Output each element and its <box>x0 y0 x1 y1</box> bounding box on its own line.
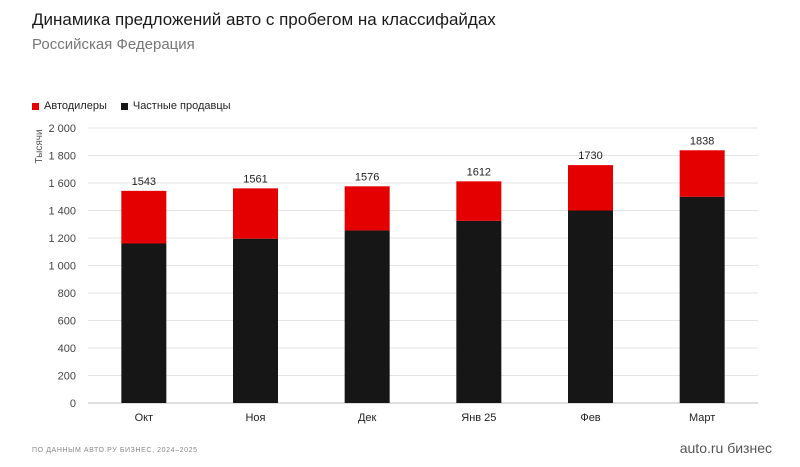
x-tick-label: Дек <box>358 412 377 424</box>
legend-swatch-dealers <box>32 102 39 110</box>
x-tick-label: Ноя <box>245 412 265 424</box>
x-tick-label: Янв 25 <box>461 412 496 424</box>
bar-dealers <box>344 186 390 231</box>
bar-dealers <box>568 165 613 211</box>
y-tick-label: 1 600 <box>48 178 76 190</box>
chart-title: Динамика предложений авто с пробегом на … <box>32 10 496 29</box>
bar-private <box>456 220 502 403</box>
y-tick-label: 1 400 <box>48 206 76 218</box>
legend: Автодилеры Частные продавцы <box>32 100 231 112</box>
y-tick-label: 200 <box>58 371 76 383</box>
bar-private <box>344 230 390 403</box>
y-tick-label: 800 <box>58 288 76 300</box>
bar-dealers <box>456 181 502 221</box>
y-tick-label: 600 <box>58 316 76 328</box>
y-tick-label: 1 000 <box>48 261 76 273</box>
source-note: ПО ДАННЫМ АВТО.РУ БИЗНЕС, 2024–2025 <box>32 447 198 454</box>
bar-private <box>233 238 278 403</box>
bar-dealers <box>233 188 278 239</box>
total-data-label: 1543 <box>132 176 156 188</box>
chart-subtitle: Российская Федерация <box>32 36 195 53</box>
legend-swatch-private <box>120 102 128 110</box>
bar-dealers <box>679 150 725 197</box>
total-data-label: 1612 <box>467 166 491 178</box>
total-data-label: 1730 <box>578 150 602 162</box>
y-tick-label: 2 000 <box>48 123 76 135</box>
x-tick-label: Март <box>689 412 715 424</box>
y-tick-label: 1 800 <box>48 151 76 163</box>
y-axis-label: Тысячи <box>34 129 45 163</box>
brand-logo: auto.ru бизнес <box>679 440 772 456</box>
y-tick-label: 400 <box>58 343 76 355</box>
bar-private <box>568 210 613 403</box>
legend-item-private: Частные продавцы <box>120 100 231 112</box>
bar-private <box>121 243 167 403</box>
total-data-label: 1561 <box>243 173 267 185</box>
total-data-label: 1576 <box>355 171 379 183</box>
x-tick-label: Фев <box>580 412 600 424</box>
total-data-label: 1838 <box>690 135 714 147</box>
legend-item-dealers: Автодилеры <box>32 100 107 112</box>
x-tick-label: Окт <box>135 412 154 424</box>
bar-dealers <box>121 190 167 244</box>
legend-label-private: Частные продавцы <box>132 100 231 112</box>
y-tick-label: 1 200 <box>48 233 76 245</box>
legend-label-dealers: Автодилеры <box>44 100 107 112</box>
bar-private <box>679 196 725 403</box>
y-tick-label: 0 <box>70 398 76 410</box>
